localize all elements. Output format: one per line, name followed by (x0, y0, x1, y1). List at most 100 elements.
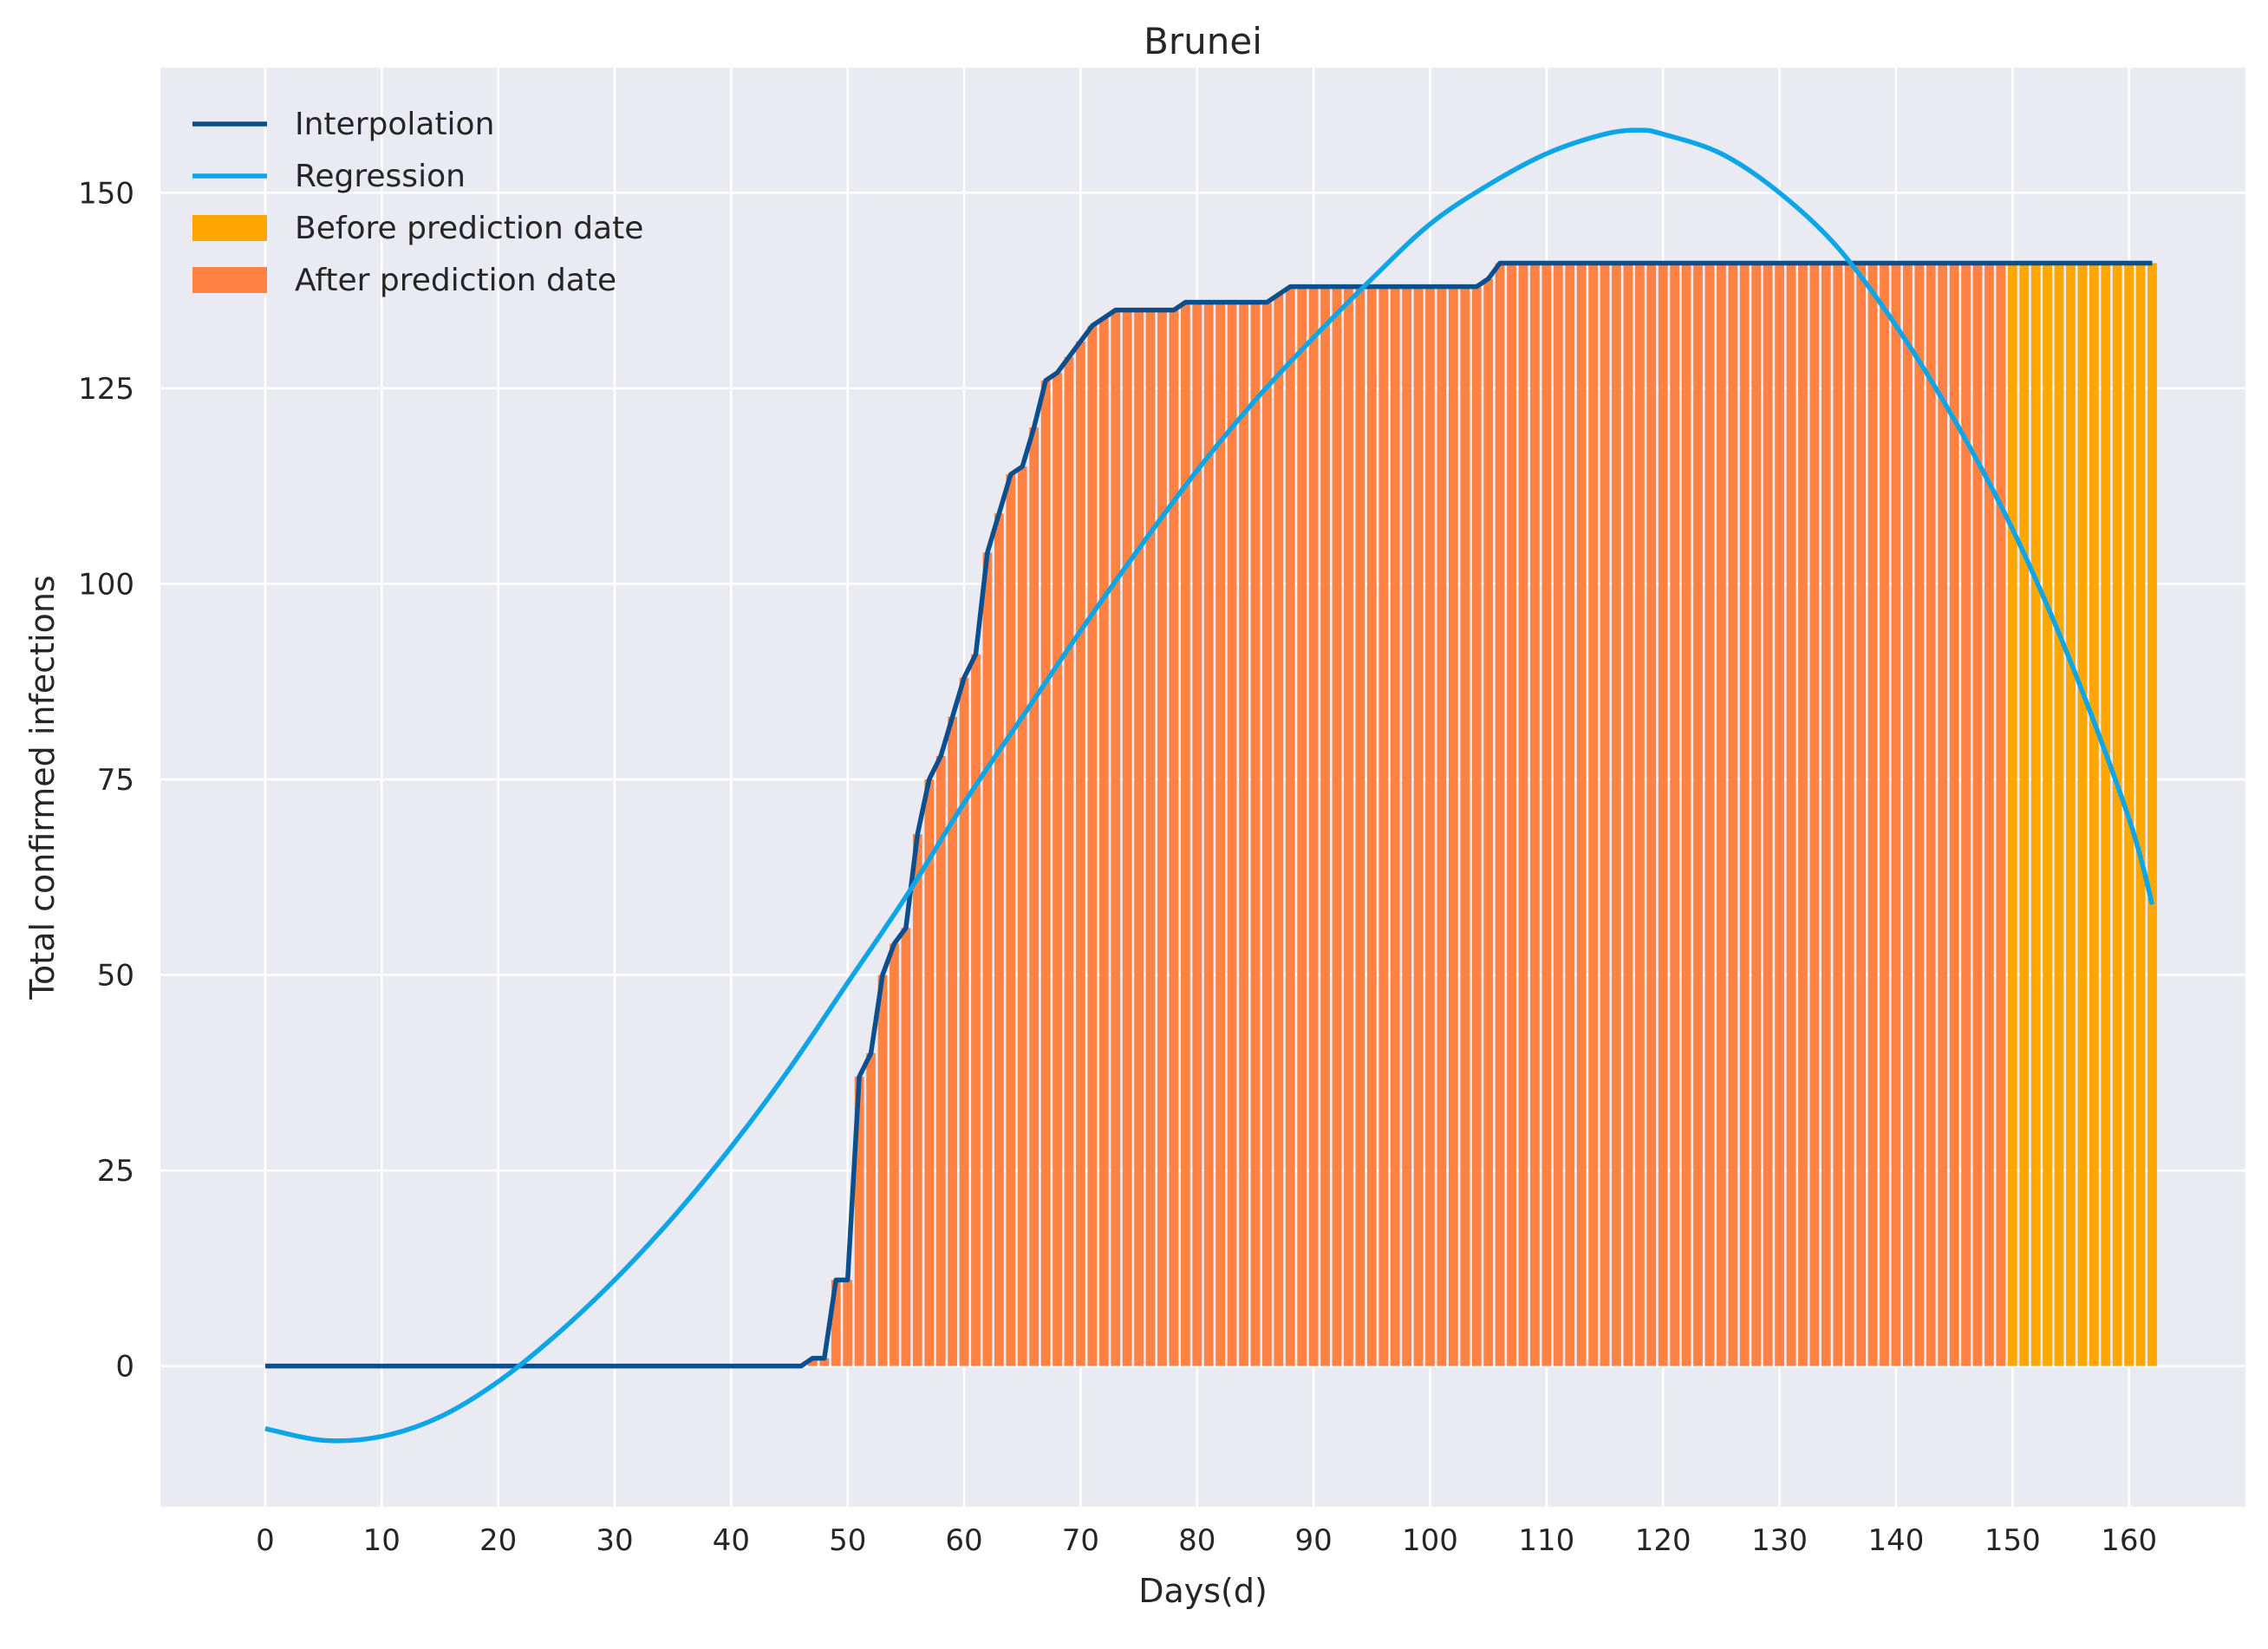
x-tick-label: 120 (1635, 1523, 1691, 1558)
y-tick-label: 50 (97, 959, 134, 994)
x-tick-label: 140 (1867, 1523, 1924, 1558)
bar (1926, 263, 1936, 1366)
bar (982, 552, 993, 1366)
bar (866, 1053, 876, 1366)
bar (1786, 263, 1796, 1366)
bar (1949, 263, 1959, 1366)
y-tick-label: 100 (78, 567, 134, 602)
bar (971, 654, 981, 1366)
bar (1483, 278, 1494, 1366)
bar (1670, 263, 1680, 1366)
bar (1576, 263, 1587, 1366)
bar (831, 1280, 841, 1366)
bar (1914, 263, 1925, 1366)
y-tick-label: 0 (115, 1350, 134, 1385)
bar (890, 943, 899, 1366)
bar (1704, 263, 1715, 1366)
bar (1134, 310, 1144, 1366)
bar (1145, 310, 1156, 1366)
bar (1239, 302, 1248, 1366)
bar (994, 513, 1004, 1366)
bar (1646, 263, 1657, 1366)
bar (1378, 286, 1389, 1366)
y-tick-label: 75 (97, 763, 134, 798)
bar (912, 834, 922, 1366)
bar (1180, 302, 1190, 1366)
regression-line (264, 127, 2155, 1444)
bar (1880, 263, 1889, 1366)
bar (1064, 356, 1074, 1366)
bar (1984, 263, 1994, 1366)
bar (1040, 380, 1051, 1366)
x-tick-label: 50 (829, 1523, 866, 1558)
bar (2054, 263, 2064, 1366)
bar (1355, 286, 1365, 1366)
bar (1588, 263, 1598, 1366)
bar (819, 1358, 830, 1366)
x-tick-label: 150 (1984, 1523, 2041, 1558)
x-tick-label: 100 (1402, 1523, 1458, 1558)
bar (1366, 286, 1377, 1366)
x-tick-label: 20 (479, 1523, 517, 1558)
bar (1320, 286, 1330, 1366)
bar (1297, 286, 1307, 1366)
line-series (264, 127, 2155, 1444)
bar (1250, 302, 1261, 1366)
legend-item: Before prediction date (192, 211, 643, 246)
bar (2043, 263, 2052, 1366)
legend-label: Interpolation (295, 107, 494, 142)
bar (1460, 286, 1470, 1366)
bar (1087, 325, 1098, 1366)
bar (1600, 263, 1610, 1366)
bar (1565, 263, 1575, 1366)
bar (2112, 263, 2122, 1366)
legend-patch-swatch (192, 267, 267, 293)
bar (1938, 263, 1948, 1366)
bar (2089, 263, 2099, 1366)
bar (2066, 263, 2076, 1366)
bar (1844, 263, 1854, 1366)
bar (1471, 286, 1482, 1366)
bar (924, 779, 935, 1366)
bar (1658, 263, 1668, 1366)
bar (1390, 286, 1400, 1366)
bar (1157, 310, 1167, 1366)
bar (1344, 286, 1353, 1366)
bar (1809, 263, 1820, 1366)
bar (959, 677, 969, 1366)
bar (1530, 263, 1540, 1366)
bar (2019, 263, 2030, 1366)
bar (2007, 263, 2017, 1366)
bar (1541, 263, 1552, 1366)
y-tick-label: 150 (78, 176, 134, 211)
legend-item: Regression (192, 159, 466, 194)
bar (2147, 263, 2157, 1366)
bar (1763, 263, 1773, 1366)
legend-label: Before prediction date (295, 211, 643, 246)
x-tick-label: 60 (945, 1523, 982, 1558)
bar (1518, 263, 1528, 1366)
bar (1612, 263, 1621, 1366)
x-tick-label: 40 (713, 1523, 750, 1558)
bar (1833, 263, 1843, 1366)
bar (1775, 263, 1784, 1366)
bar (1169, 310, 1179, 1366)
bar (1053, 372, 1062, 1366)
y-tick-label: 125 (78, 372, 134, 407)
bar (1996, 263, 2006, 1366)
x-tick-label: 80 (1178, 1523, 1215, 1558)
bar (1029, 427, 1040, 1366)
bar (2077, 263, 2088, 1366)
tick-labels: 0 10 20 30 40 50 60 70 80 90 100 110 120 130 140 150 160… (78, 176, 2157, 1558)
bar (1495, 263, 1505, 1366)
bar (1891, 263, 1901, 1366)
bar (1262, 302, 1272, 1366)
bar (854, 1076, 864, 1366)
bar (1332, 286, 1342, 1366)
bar (1203, 302, 1214, 1366)
x-tick-label: 10 (363, 1523, 401, 1558)
bar (1192, 302, 1202, 1366)
bar (1076, 341, 1085, 1366)
bar (1017, 466, 1027, 1366)
